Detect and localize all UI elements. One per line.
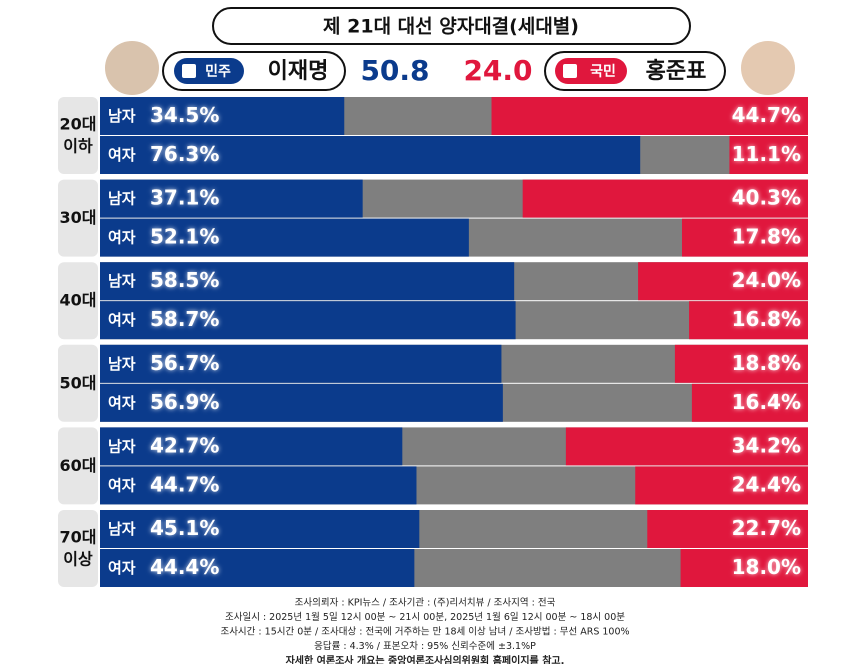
bar (681, 218, 808, 257)
bar (522, 179, 808, 218)
group-label: 40대 (60, 291, 97, 310)
value-label: 76.3% (150, 142, 219, 166)
bar (100, 344, 502, 383)
group-label: 50대 (60, 373, 97, 392)
value-label: 37.1% (150, 186, 219, 210)
value-label: 44.7% (150, 472, 219, 496)
title-pill (212, 7, 691, 45)
total-value: 24.0 (463, 54, 532, 87)
value-label: 18.0% (732, 555, 801, 579)
row-label: 여자 (108, 559, 136, 577)
row-label: 여자 (108, 146, 136, 164)
group-box (58, 262, 98, 340)
value-label: 22.7% (732, 516, 801, 540)
value-label: 44.4% (150, 555, 219, 579)
group-label: 20대 (60, 115, 97, 134)
bar (100, 262, 515, 301)
footnote: 응답률 : 4.3% / 표본오차 : 95% 신뢰수준에 ±3.1%P (314, 640, 536, 652)
row-label: 남자 (108, 355, 136, 373)
bar (647, 510, 808, 548)
group-label: 30대 (60, 208, 97, 227)
legend-entry: 홍준표 (646, 59, 707, 84)
value-label: 17.8% (732, 225, 801, 249)
chart-title: 제 21대 대선 양자대결(세대별) (323, 16, 579, 38)
value-label: 44.7% (732, 103, 801, 127)
bar (100, 427, 403, 466)
row-label: 여자 (108, 476, 136, 494)
row-label: 여자 (108, 229, 136, 247)
row-label: 남자 (108, 272, 136, 290)
value-label: 16.8% (732, 307, 801, 331)
photo-right (741, 41, 795, 95)
photo-left (105, 41, 159, 95)
footnote: 조사시간 : 15시간 0분 / 조사대상 : 전국에 거주하는 만 18세 이… (220, 626, 629, 638)
group-label: 60대 (60, 456, 97, 475)
footnote: 자세한 여론조사 개요는 중앙여론조사심의위원회 홈페이지를 참고. (286, 654, 565, 664)
value-label: 52.1% (150, 225, 219, 249)
value-label: 40.3% (732, 186, 801, 210)
value-label: 11.1% (732, 142, 801, 166)
bar (691, 383, 808, 422)
bar (729, 136, 808, 174)
value-label: 34.2% (732, 433, 801, 457)
bar (100, 301, 516, 340)
group-box (58, 510, 98, 587)
bar (635, 466, 808, 505)
row-label: 남자 (108, 107, 136, 125)
party-icon (182, 64, 196, 78)
legend-entry: 이재명 (268, 59, 329, 84)
value-label: 58.7% (150, 307, 219, 331)
value-label: 24.0% (732, 268, 801, 292)
row-label: 남자 (108, 190, 136, 208)
total-value: 50.8 (360, 54, 429, 87)
bar (689, 301, 808, 340)
value-label: 34.5% (150, 103, 219, 127)
footnote: 조사의뢰자 : KPI뉴스 / 조사기관 : (주)리서치뷰 / 조사지역 : … (295, 597, 556, 609)
row-label: 남자 (108, 437, 136, 455)
group-label: 이상 (63, 550, 93, 569)
bar (100, 549, 415, 587)
party-icon (563, 64, 577, 78)
bar (491, 97, 808, 135)
group-label: 이하 (63, 137, 93, 156)
bar (674, 344, 808, 383)
value-label: 18.8% (732, 351, 801, 375)
row-label: 남자 (108, 520, 136, 538)
group-box (58, 427, 98, 505)
value-label: 56.7% (150, 351, 219, 375)
bar (100, 179, 363, 218)
value-label: 24.4% (732, 472, 801, 496)
group-box (58, 179, 98, 257)
bar (100, 510, 420, 548)
value-label: 58.5% (150, 268, 219, 292)
value-label: 42.7% (150, 433, 219, 457)
bar (100, 383, 503, 422)
party-label: 민주 (205, 63, 231, 80)
row-label: 여자 (108, 394, 136, 412)
value-label: 45.1% (150, 516, 219, 540)
group-box (58, 97, 98, 174)
bar (565, 427, 808, 466)
party-label: 국민 (590, 63, 616, 80)
row-label: 여자 (108, 311, 136, 329)
bar (100, 136, 641, 174)
bar (638, 262, 808, 301)
group-box (58, 344, 98, 422)
value-label: 56.9% (150, 390, 219, 414)
value-label: 16.4% (732, 390, 801, 414)
bar (680, 549, 808, 587)
group-label: 70대 (60, 528, 97, 547)
bar (100, 466, 417, 505)
bar (100, 218, 469, 257)
bar (100, 97, 345, 135)
footnote: 조사일시 : 2025년 1월 5일 12시 00분 ~ 21시 00분, 20… (225, 611, 625, 623)
